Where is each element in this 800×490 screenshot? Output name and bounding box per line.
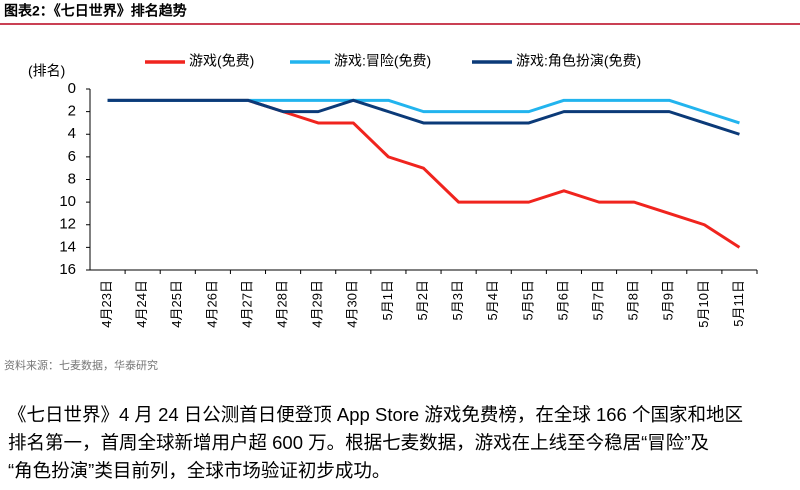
body-line: 《七日世界》4 月 24 日公测首日便登顶 App Store 游戏免费榜，在全… [8, 404, 743, 425]
y-axis-label: (排名) [28, 63, 65, 79]
y-tick-label: 12 [59, 216, 76, 233]
x-tick-label: 5月7日 [590, 280, 605, 320]
x-tick-label: 5月6日 [555, 280, 570, 320]
x-tick-label: 5月10日 [696, 280, 711, 328]
x-tick-label: 4月26日 [204, 280, 219, 328]
series-line [107, 98, 740, 136]
x-tick-label: 5月9日 [661, 280, 676, 320]
body-line: 排名第一，首周全球新增用户超 600 万。根据七麦数据，游戏在上线至今稳居“冒险… [8, 432, 709, 453]
x-tick-label: 5月8日 [626, 280, 641, 320]
x-tick-label: 4月28日 [275, 280, 290, 328]
x-tick-label: 5月3日 [450, 280, 465, 320]
x-tick-label: 4月24日 [134, 280, 149, 328]
y-tick-label: 16 [59, 261, 76, 278]
x-tick-label: 4月27日 [239, 280, 254, 328]
y-tick-label: 8 [68, 170, 76, 187]
y-tick-label: 4 [68, 125, 76, 142]
x-tick-label: 4月29日 [310, 280, 325, 328]
x-tick-label: 5月4日 [485, 280, 500, 320]
legend-label: 游戏:冒险(免费) [334, 53, 431, 69]
source: 资料来源：七麦数据，华泰研究 [4, 358, 158, 372]
y-tick-label: 10 [59, 193, 76, 210]
body-line: “角色扮演”类目前列，全球市场验证初步成功。 [8, 460, 390, 481]
x-tick-label: 5月2日 [415, 280, 430, 320]
legend-label: 游戏(免费) [189, 53, 254, 69]
x-tick-label: 4月23日 [99, 280, 114, 328]
y-tick-label: 14 [59, 238, 76, 255]
x-tick-label: 4月30日 [345, 280, 360, 328]
x-tick-label: 5月5日 [520, 280, 535, 320]
y-tick-label: 2 [68, 103, 76, 120]
x-tick-label: 4月25日 [169, 280, 184, 328]
legend-label: 游戏:角色扮演(免费) [516, 53, 641, 69]
chart-title: 图表2：《七日世界》排名趋势 [4, 3, 187, 19]
x-tick-label: 5月1日 [380, 280, 395, 320]
y-tick-label: 6 [68, 148, 76, 165]
x-tick-label: 5月11日 [731, 280, 746, 327]
y-tick-label: 0 [68, 80, 76, 97]
